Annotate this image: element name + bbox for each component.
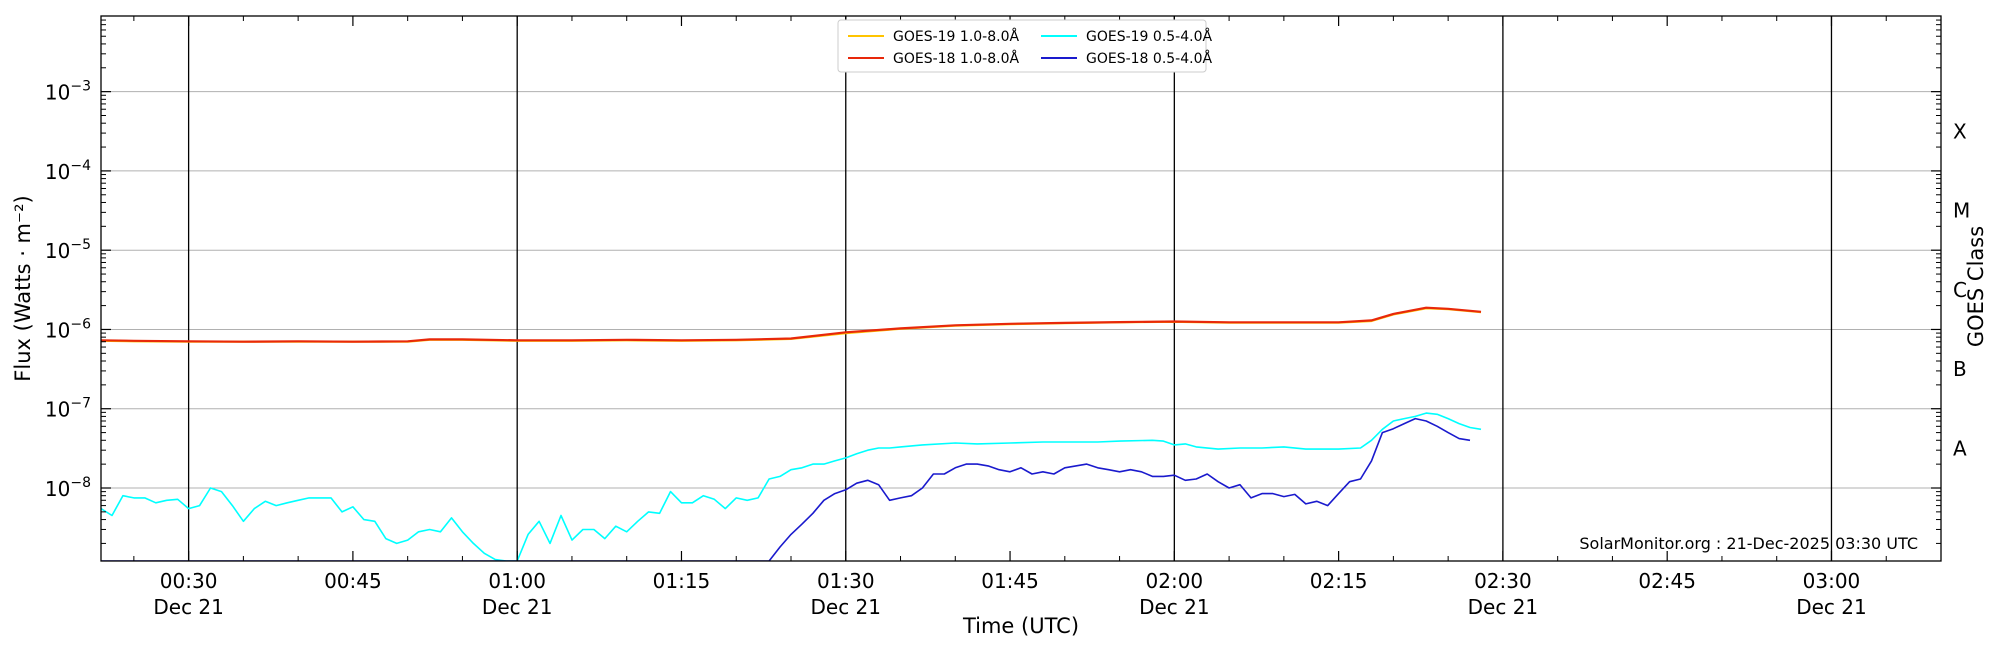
legend-label: GOES-18 1.0-8.0Å [893,50,1019,67]
legend-label: GOES-19 0.5-4.0Å [1086,28,1212,45]
y-tick-label: 10−7 [45,396,91,422]
legend-label: GOES-19 1.0-8.0Å [893,28,1019,45]
x-tick-date: Dec 21 [153,595,224,619]
y-axis-ticks: 10−8 10−7 10−6 10−5 10−4 10−3 [45,19,1941,544]
grid-layer [101,91,1941,489]
y-tick-label: 10−6 [45,316,91,342]
legend: GOES-19 1.0-8.0Å GOES-18 1.0-8.0Å GOES-19 … [837,19,1212,73]
goes-class-axis-title: GOES Class [1964,226,1988,347]
goes-class-label: X [1953,119,1967,143]
legend-items: GOES-19 1.0-8.0Å GOES-18 1.0-8.0Å GOES-19 … [848,28,1212,67]
x-tick-label: 00:45 [324,569,382,593]
y-axis-title: Flux (Watts · m⁻²) [11,195,35,381]
x-tick-date: Dec 21 [811,595,882,619]
x-tick-label: 02:00 [1146,569,1204,593]
x-tick-label: 01:30 [817,569,875,593]
x-tick-date: Dec 21 [1468,595,1539,619]
y-tick-label: 10−4 [45,158,91,184]
x-axis-title: Time (UTC) [962,614,1079,638]
x-tick-label: 02:30 [1474,569,1532,593]
x-tick-label: 02:45 [1638,569,1696,593]
x-tick-date: Dec 21 [1796,595,1867,619]
goes-class-label: A [1953,436,1967,460]
legend-label: GOES-18 0.5-4.0Å [1086,50,1212,67]
credit-text: SolarMonitor.org : 21-Dec-2025 03:30 UTC [1579,534,1918,553]
y-tick-label: 10−3 [45,79,91,105]
x-tick-date: Dec 21 [482,595,553,619]
series-line-1 [101,307,1482,343]
goes-class-label: M [1953,199,1970,223]
x-tick-label: 01:45 [981,569,1039,593]
series-line-4 [101,417,1471,561]
series-line-2 [101,306,1482,343]
plot-frame [100,15,1942,562]
x-tick-label: 02:15 [1310,569,1368,593]
goes-class-label: C [1953,278,1967,302]
goes-class-label: B [1953,357,1967,381]
day-vertical-lines [187,16,1833,561]
y-tick-label: 10−5 [45,237,91,263]
series-line-3 [101,412,1482,561]
goes-class-labels: X M C B A [1953,119,1970,460]
legend-box [837,19,1207,73]
x-tick-label: 00:30 [160,569,218,593]
x-tick-date: Dec 21 [1139,595,1210,619]
y-tick-label: 10−8 [45,475,91,501]
x-tick-label: 01:00 [488,569,546,593]
x-tick-label: 01:15 [653,569,711,593]
series-layer [101,306,1482,561]
x-tick-label: 03:00 [1803,569,1861,593]
